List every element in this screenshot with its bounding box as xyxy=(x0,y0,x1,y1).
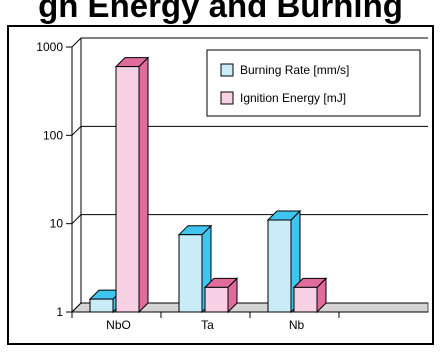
legend-swatch-burning-rate xyxy=(220,63,234,77)
legend-label-ignition-energy: Ignition Energy [mJ] xyxy=(240,91,346,105)
bar-side xyxy=(138,56,149,314)
x-tick-label: Ta xyxy=(201,318,214,332)
axes: 1 10 100 1000 NbO Ta Nb xyxy=(36,40,428,332)
bar-front xyxy=(204,286,229,313)
bar-front xyxy=(89,298,114,313)
bar-front xyxy=(267,219,292,313)
bars xyxy=(88,56,328,314)
bar-front xyxy=(115,66,140,313)
y-tick-label: 10 xyxy=(50,217,64,231)
x-tick-label: Nb xyxy=(289,318,305,332)
legend-box xyxy=(206,49,421,117)
bar-ignition-energy-nbo xyxy=(114,56,150,314)
chart-title: gn Energy and Burning xyxy=(38,0,403,24)
bar-burning-rate-nbo xyxy=(88,288,124,314)
grid-line xyxy=(71,214,428,225)
bar-ignition-energy-ta xyxy=(203,277,239,314)
grid-line xyxy=(71,37,428,48)
legend: Burning Rate [mm/s] Ignition Energy [mJ] xyxy=(206,49,421,117)
bar-burning-rate-ta xyxy=(177,224,213,314)
legend-label-burning-rate: Burning Rate [mm/s] xyxy=(240,63,349,77)
y-tick-label: 1 xyxy=(56,305,63,319)
x-tick-label: NbO xyxy=(106,318,131,332)
grid-line xyxy=(71,125,428,136)
bar-front xyxy=(178,234,203,313)
legend-swatch-ignition-energy xyxy=(220,91,234,105)
bar-ignition-energy-nb xyxy=(292,277,328,314)
y-tick-label: 100 xyxy=(43,128,63,142)
bar-front xyxy=(293,286,318,313)
y-tick-label: 1000 xyxy=(36,40,63,54)
